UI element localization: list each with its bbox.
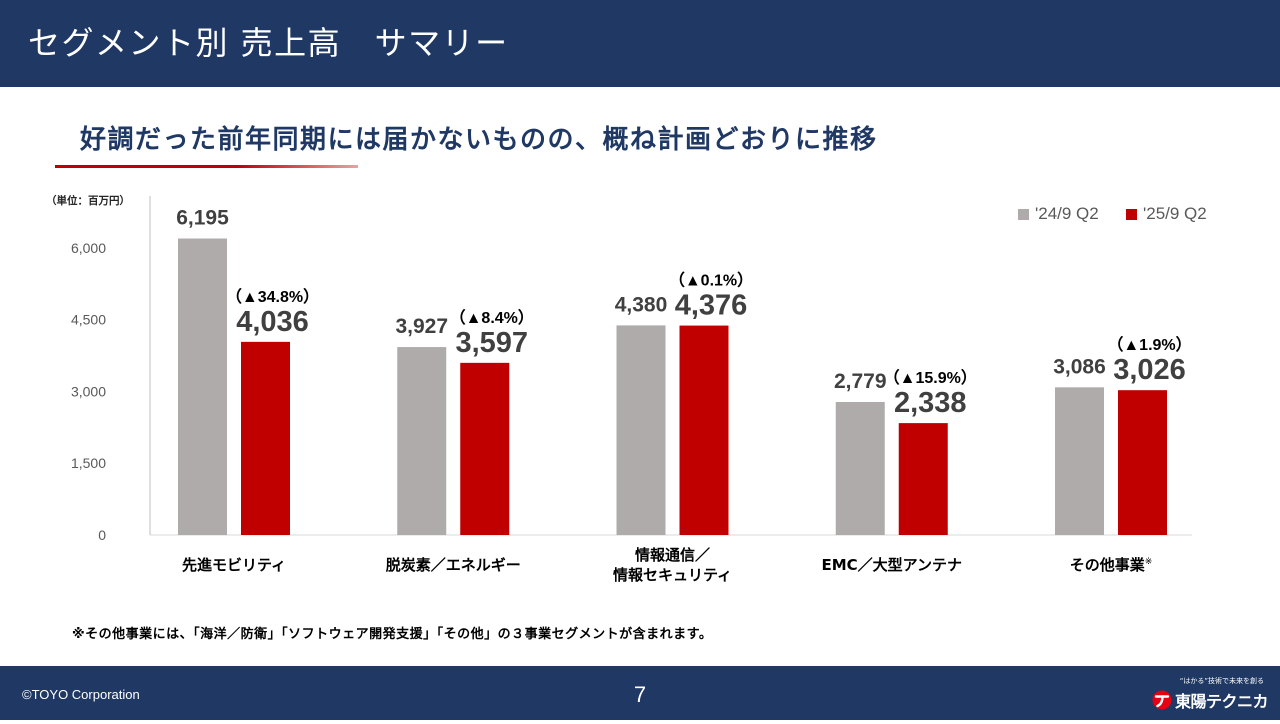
headline: 好調だった前年同期には届かないものの、概ね計画どおりに推移 bbox=[80, 125, 878, 155]
company-logo-mark-icon bbox=[1152, 690, 1172, 710]
change-rate-label: （▲1.9%） bbox=[1107, 336, 1191, 354]
bar-prev-year bbox=[835, 402, 885, 535]
copyright: ©TOYO Corporation bbox=[22, 687, 140, 702]
logo-row: 東陽テクニカ bbox=[1152, 689, 1269, 711]
bar-prev-year bbox=[397, 347, 447, 535]
logo-name: 東陽テクニカ bbox=[1175, 692, 1269, 711]
category-footnote-mark: ※ bbox=[1144, 557, 1153, 567]
bar-current-year bbox=[898, 423, 948, 535]
unit-label: （単位：百万円） bbox=[46, 195, 130, 207]
legend-item-current-year: '25/9 Q2 bbox=[1126, 204, 1207, 224]
value-label-prev-year: 3,927 bbox=[395, 315, 448, 338]
logo-tagline: “はかる”技術で未来を創る bbox=[1179, 677, 1264, 685]
category-label-text: 脱炭素／エネルギー bbox=[385, 556, 521, 574]
change-rate-label: （▲0.1%） bbox=[669, 272, 753, 290]
slide-title: セグメント別 売上高 サマリー bbox=[28, 24, 509, 62]
value-label-prev-year: 6,195 bbox=[176, 207, 229, 230]
company-logo: “はかる”技術で未来を創る 東陽テクニカ bbox=[1148, 675, 1272, 717]
y-tick-label: 4,500 bbox=[71, 312, 106, 328]
change-rate-label: （▲15.9%） bbox=[884, 369, 977, 387]
headline-underline bbox=[55, 165, 358, 168]
bar-prev-year bbox=[616, 325, 666, 535]
category-label-text: 先進モビリティ bbox=[181, 556, 287, 574]
category-label-text: その他事業 bbox=[1069, 556, 1145, 574]
bar-current-year bbox=[241, 341, 290, 535]
bar-prev-year bbox=[178, 238, 227, 535]
legend-label-current-year: '25/9 Q2 bbox=[1143, 204, 1207, 223]
legend-swatch-prev-year bbox=[1018, 208, 1029, 220]
category-label: その他事業 ※ bbox=[1001, 545, 1221, 585]
value-label-prev-year: 4,380 bbox=[615, 293, 668, 316]
bar-current-year bbox=[1118, 390, 1167, 535]
change-rate-label: （▲8.4%） bbox=[450, 309, 534, 327]
bar-prev-year bbox=[1055, 387, 1104, 535]
category-label: 情報通信／ 情報セキュリティ bbox=[563, 545, 783, 585]
y-tick-label: 6,000 bbox=[71, 240, 106, 256]
value-label-current-year: 3,597 bbox=[455, 327, 528, 359]
bar-current-year bbox=[460, 362, 510, 535]
slide-header: セグメント別 売上高 サマリー bbox=[0, 0, 1280, 87]
legend-item-prev-year: '24/9 Q2 bbox=[1018, 204, 1099, 224]
category-label-text: 情報通信／ 情報セキュリティ bbox=[612, 546, 733, 584]
category-label: EMC／大型アンテナ bbox=[782, 545, 1002, 585]
y-tick-label: 1,500 bbox=[71, 455, 106, 471]
value-label-current-year: 2,338 bbox=[894, 387, 967, 419]
value-label-prev-year: 2,779 bbox=[834, 370, 887, 393]
value-label-current-year: 4,036 bbox=[236, 306, 309, 338]
page-number: 7 bbox=[633, 682, 647, 707]
value-label-prev-year: 3,086 bbox=[1053, 355, 1106, 378]
category-label: 脱炭素／エネルギー bbox=[343, 545, 563, 585]
slide-footer: ©TOYO Corporation 7 “はかる”技術で未来を創る 東陽テクニカ bbox=[0, 666, 1280, 720]
category-label: 先進モビリティ bbox=[124, 545, 344, 585]
bar-current-year bbox=[679, 325, 729, 535]
change-rate-label: （▲34.8%） bbox=[226, 288, 319, 306]
value-label-current-year: 4,376 bbox=[675, 290, 748, 322]
y-tick-label: 0 bbox=[98, 527, 106, 543]
segment-sales-chart: 0 1,500 3,000 4,500 6,000 6,195 4,036（▲34.8%） 3… bbox=[71, 196, 1192, 543]
value-label-current-year: 3,026 bbox=[1113, 354, 1186, 386]
y-tick-label: 3,000 bbox=[71, 383, 106, 399]
footnote: ※その他事業には、「海洋／防衛」「ソフトウェア開発支援」「その他」の３事業セグメ… bbox=[72, 627, 713, 642]
legend-label-prev-year: '24/9 Q2 bbox=[1035, 204, 1099, 223]
category-label-text: EMC／大型アンテナ bbox=[821, 556, 963, 574]
legend-swatch-current-year bbox=[1126, 208, 1137, 220]
